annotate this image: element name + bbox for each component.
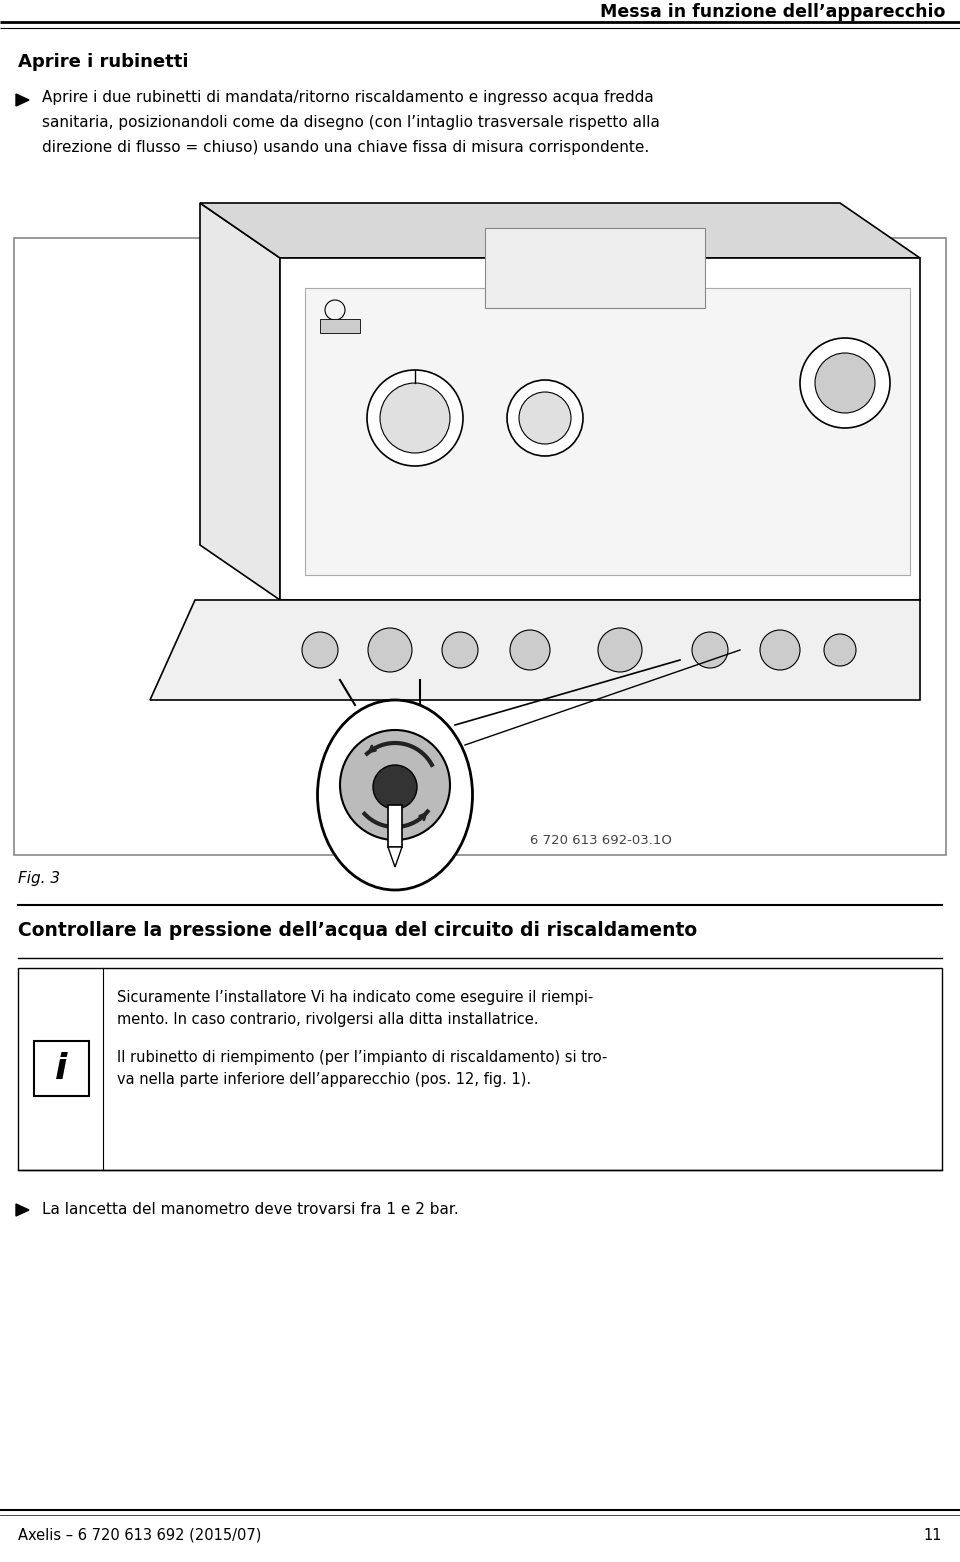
Circle shape (373, 765, 417, 809)
Text: Fig. 3: Fig. 3 (18, 870, 60, 886)
Polygon shape (16, 1204, 29, 1215)
Circle shape (598, 628, 642, 672)
Text: Aprire i due rubinetti di mandata/ritorno riscaldamento e ingresso acqua fredda: Aprire i due rubinetti di mandata/ritorn… (42, 91, 654, 105)
Text: i: i (55, 1051, 67, 1086)
Circle shape (442, 633, 478, 669)
Text: Sicuramente l’installatore Vi ha indicato come eseguire il riempi-: Sicuramente l’installatore Vi ha indicat… (117, 990, 593, 1004)
Bar (320, 319, 360, 333)
Circle shape (367, 370, 463, 465)
Circle shape (340, 729, 450, 840)
Bar (305, 287, 910, 575)
Circle shape (692, 633, 728, 669)
Circle shape (519, 392, 571, 444)
Circle shape (510, 629, 550, 670)
Polygon shape (150, 600, 920, 700)
Circle shape (380, 383, 450, 453)
Circle shape (815, 353, 875, 412)
Circle shape (760, 629, 800, 670)
Bar (18, 968, 942, 1170)
Text: Il rubinetto di riempimento (per l’impianto di riscaldamento) si tro-: Il rubinetto di riempimento (per l’impia… (117, 1050, 608, 1065)
Text: va nella parte inferiore dell’apparecchio (pos. 12, fig. 1).: va nella parte inferiore dell’apparecchi… (117, 1072, 531, 1087)
Text: direzione di flusso = chiuso) usando una chiave fissa di misura corrispondente.: direzione di flusso = chiuso) usando una… (42, 141, 649, 155)
Circle shape (824, 634, 856, 665)
Bar (14, 237, 946, 854)
Text: 6 720 613 692-03.1O: 6 720 613 692-03.1O (530, 834, 672, 847)
Circle shape (800, 337, 890, 428)
Text: Axelis – 6 720 613 692 (2015/07): Axelis – 6 720 613 692 (2015/07) (18, 1528, 261, 1543)
Text: sanitaria, posizionandoli come da disegno (con l’intaglio trasversale rispetto a: sanitaria, posizionandoli come da disegn… (42, 116, 660, 130)
Text: Messa in funzione dell’apparecchio: Messa in funzione dell’apparecchio (600, 3, 945, 20)
Polygon shape (388, 847, 402, 867)
Polygon shape (16, 94, 29, 106)
Bar (485, 228, 705, 308)
Polygon shape (200, 203, 920, 258)
Text: Aprire i rubinetti: Aprire i rubinetti (18, 53, 188, 70)
Ellipse shape (318, 700, 472, 890)
Polygon shape (200, 203, 280, 600)
Text: mento. In caso contrario, rivolgersi alla ditta installatrice.: mento. In caso contrario, rivolgersi all… (117, 1012, 539, 1026)
Text: 11: 11 (924, 1528, 942, 1543)
Polygon shape (280, 258, 920, 600)
Circle shape (507, 380, 583, 456)
Circle shape (368, 628, 412, 672)
Bar (388, 804, 402, 847)
Bar (34, 1040, 89, 1097)
Circle shape (302, 633, 338, 669)
Text: La lancetta del manometro deve trovarsi fra 1 e 2 bar.: La lancetta del manometro deve trovarsi … (42, 1203, 459, 1217)
Text: Controllare la pressione dell’acqua del circuito di riscaldamento: Controllare la pressione dell’acqua del … (18, 920, 697, 939)
